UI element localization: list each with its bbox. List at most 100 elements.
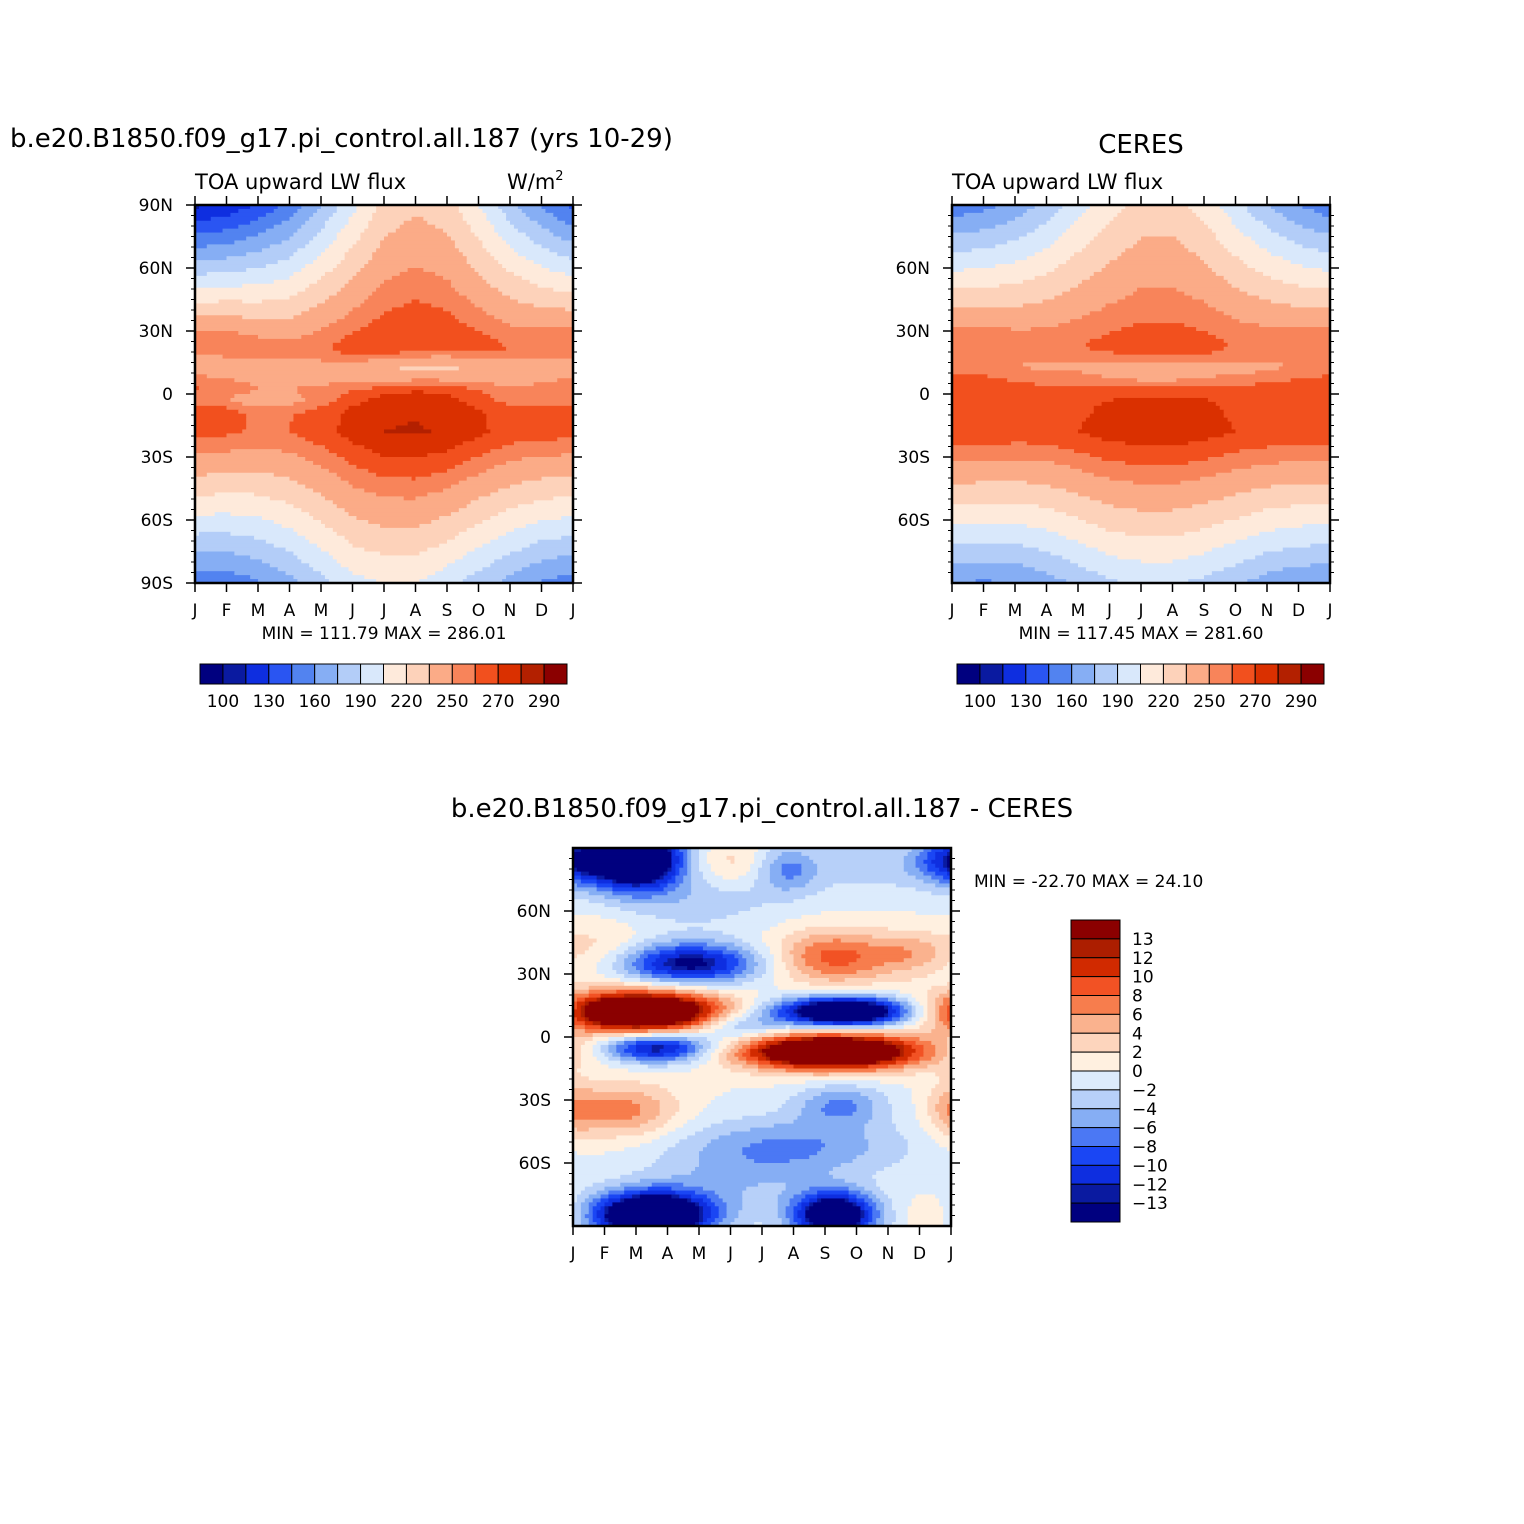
model-variable-label: TOA upward LW flux <box>194 170 406 194</box>
obs-cell <box>1054 268 1103 273</box>
diff-cell <box>691 859 700 865</box>
diff-cell <box>765 1052 901 1058</box>
diff-cell <box>573 934 590 940</box>
diff-cell <box>691 1021 700 1026</box>
diff-cell <box>726 1005 736 1011</box>
diff-cell <box>624 1198 688 1203</box>
diff-cell <box>663 962 676 967</box>
diff-cell <box>777 985 932 991</box>
model-cell <box>250 390 298 395</box>
diff-cell <box>643 1131 669 1137</box>
diff-cell <box>927 851 936 857</box>
obs-cell <box>1058 236 1095 242</box>
diff-cell <box>718 1017 728 1022</box>
diff-cell <box>643 1092 673 1097</box>
model-cell <box>541 559 573 564</box>
diff-cell <box>765 1044 771 1050</box>
diff-cell <box>907 1143 940 1148</box>
model-cell <box>458 480 523 486</box>
diff-cell <box>868 1202 877 1207</box>
diff-cell <box>667 1131 696 1137</box>
model-cell <box>230 512 310 517</box>
diff-cell <box>636 950 645 955</box>
diff-cell <box>702 1021 712 1026</box>
model-cell <box>348 279 385 285</box>
diff-cell <box>706 1218 716 1223</box>
diff-cell <box>919 1017 928 1022</box>
diff-cell <box>935 1001 944 1007</box>
diff-cell <box>734 934 763 940</box>
diff-cell <box>710 918 787 924</box>
diff-cell <box>781 867 802 873</box>
model-cell <box>269 244 306 249</box>
diff-cell <box>805 1194 818 1200</box>
model-cell <box>344 508 460 513</box>
diff-cell <box>765 1056 771 1062</box>
diff-cell <box>868 1222 877 1226</box>
diff-cell <box>746 966 755 971</box>
model-cell <box>376 248 460 253</box>
obs-cell <box>952 555 1063 560</box>
diff-cell <box>809 1202 814 1207</box>
model-cell <box>510 220 539 226</box>
model-cell <box>565 220 573 226</box>
obs-cell <box>1121 327 1197 332</box>
obs-cell <box>952 480 977 486</box>
diff-cell <box>695 1202 700 1207</box>
diff-cell <box>695 1052 704 1058</box>
model-cell <box>195 397 232 403</box>
model-cell <box>364 299 413 305</box>
obs-cell <box>1058 445 1268 450</box>
diff-cell <box>718 1044 728 1050</box>
model-cell <box>313 460 350 466</box>
diff-cell <box>639 1123 665 1129</box>
diff-cell <box>852 1159 901 1164</box>
obs-cell <box>1026 523 1099 529</box>
diff-cell <box>758 993 783 999</box>
diff-cell <box>675 867 680 873</box>
diff-cell <box>580 1214 586 1219</box>
diff-cell <box>584 1214 594 1219</box>
diff-cell <box>592 942 621 948</box>
model-cell <box>553 287 573 293</box>
model-cell <box>466 260 499 265</box>
model-cell <box>206 374 573 379</box>
diff-cell <box>746 962 759 967</box>
obs-cell <box>1247 291 1330 297</box>
diff-cell <box>876 1222 885 1226</box>
diff-cell <box>691 1170 830 1176</box>
diff-cell <box>931 1029 951 1034</box>
diff-cell <box>738 958 747 963</box>
model-cell <box>317 279 350 285</box>
model-cell <box>195 421 247 427</box>
diff-cell <box>706 950 724 955</box>
model-cell <box>384 311 452 316</box>
diff-cell <box>655 1115 673 1121</box>
diff-cell <box>702 993 720 999</box>
obs-cell <box>1263 220 1296 226</box>
model-cell <box>195 287 306 293</box>
diff-cell <box>750 867 759 873</box>
diff-cell <box>895 1218 909 1223</box>
diff-cell <box>726 1017 736 1022</box>
diff-cell <box>801 970 822 975</box>
model-cell <box>506 460 573 466</box>
diff-cell <box>742 997 755 1003</box>
model-cell <box>206 271 295 277</box>
diff-cell <box>573 1214 582 1219</box>
diff-cell <box>639 1194 673 1200</box>
model-cell <box>506 240 535 245</box>
diff-cell <box>596 970 617 975</box>
obs-cell <box>1085 567 1225 572</box>
diff-cell <box>695 1115 743 1121</box>
diff-cell <box>915 911 951 916</box>
diff-cell <box>868 1096 889 1101</box>
model-cell <box>557 555 573 560</box>
diff-cell <box>651 993 676 999</box>
model-cell <box>336 264 365 269</box>
model-cell <box>364 488 444 494</box>
model-cell <box>466 527 515 533</box>
diff-cell <box>702 946 728 951</box>
model-cell <box>195 559 263 564</box>
model-cell <box>498 232 527 238</box>
